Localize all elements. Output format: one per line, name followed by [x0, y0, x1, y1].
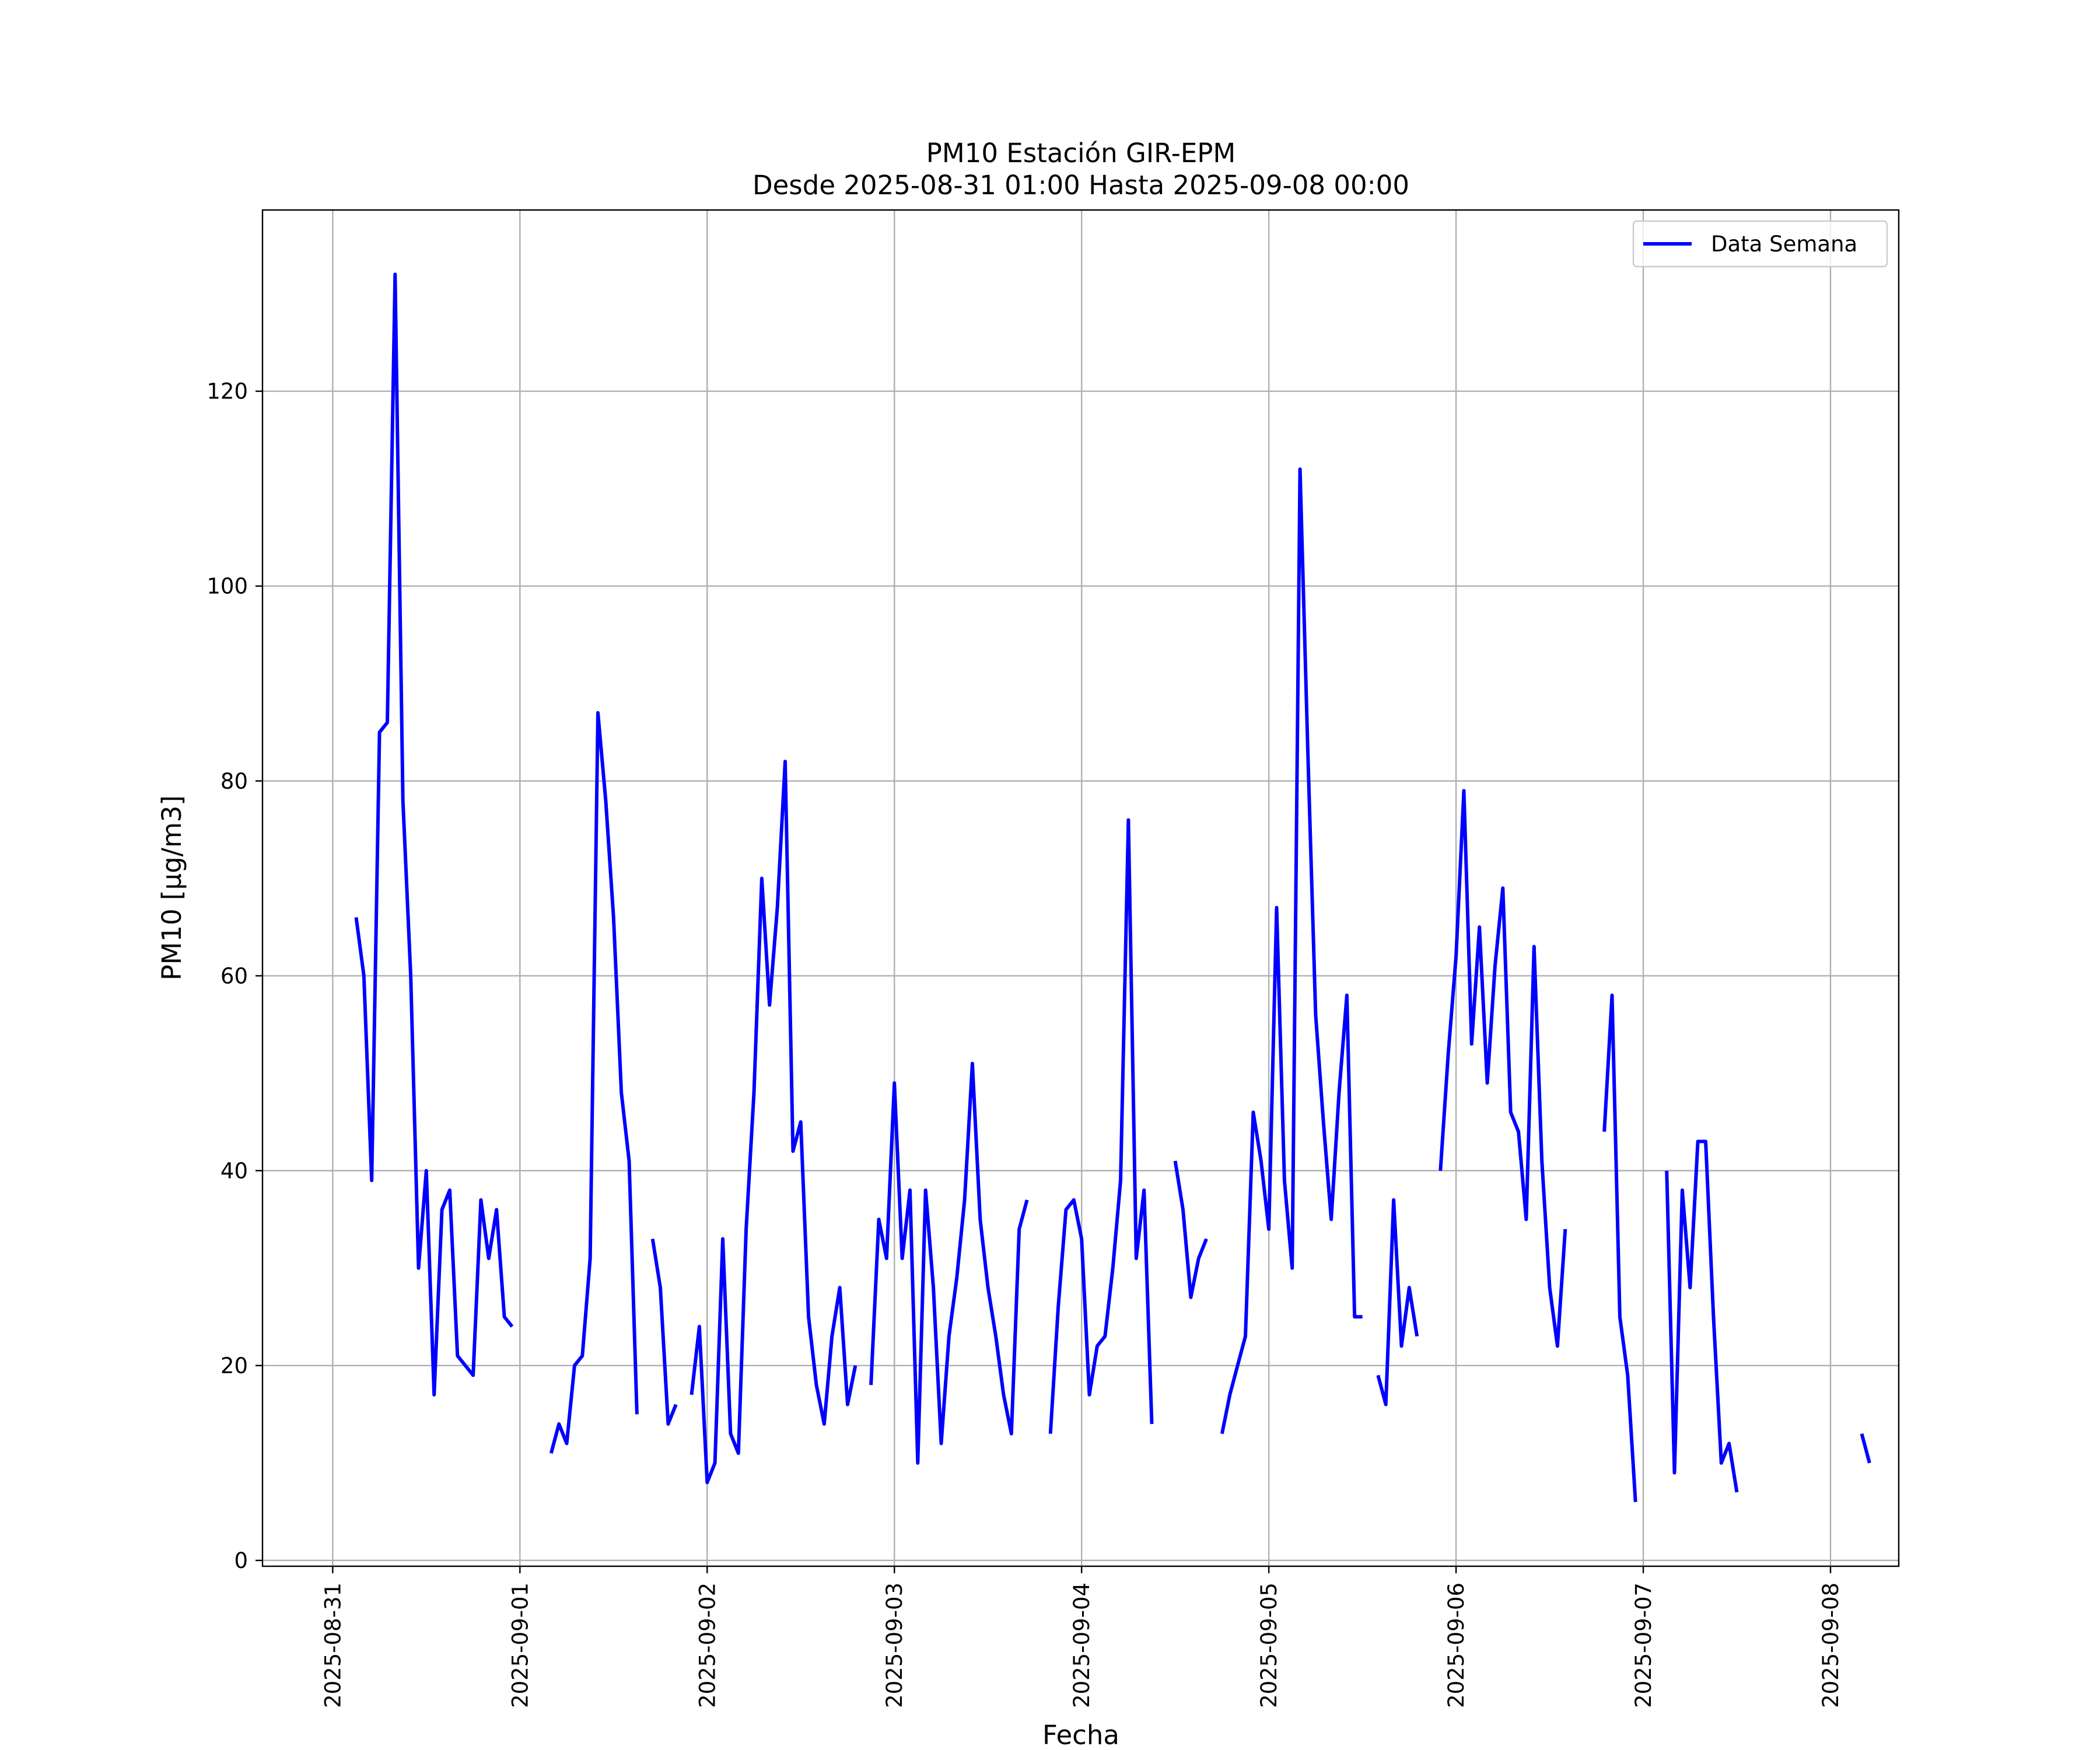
series-layer: [354, 272, 1871, 1502]
y-axis-label: PM10 [μg/m3]: [156, 795, 187, 980]
chart-title: PM10 Estación GIR-EPM: [926, 138, 1236, 169]
y-axis: 0 20 40 60 80 100 120: [206, 379, 262, 1573]
x-tick-label-4: 2025-09-04: [1069, 1583, 1094, 1708]
series-line-segment-0-5: [1048, 818, 1154, 1434]
series-line-segment-0-8: [1376, 1198, 1419, 1406]
series-line-segment-0-2: [650, 1238, 678, 1426]
y-tick-label-0: 0: [234, 1548, 248, 1573]
legend: Data Semana: [1632, 220, 1888, 268]
series-line-segment-0-10: [1602, 993, 1637, 1502]
legend-label-data-semana: Data Semana: [1711, 232, 1857, 257]
series-line-segment-0-0: [354, 272, 514, 1396]
series-line-segment-0-7: [1220, 467, 1363, 1434]
x-tick-label-5: 2025-09-05: [1256, 1583, 1282, 1708]
x-axis: 2025-08-31 2025-09-01 2025-09-02 2025-09-03…: [320, 1566, 1843, 1708]
series-line-segment-0-9: [1438, 789, 1567, 1348]
y-tick-label-3: 60: [220, 964, 248, 989]
chart-subtitle: Desde 2025-08-31 01:00 Hasta 2025-09-08 …: [752, 170, 1409, 201]
x-tick-label-1: 2025-09-01: [508, 1583, 533, 1708]
y-tick-label-4: 80: [220, 769, 248, 794]
series-line-segment-0-6: [1173, 1160, 1208, 1299]
x-axis-label: Fecha: [1042, 1720, 1119, 1750]
x-tick-label-2: 2025-09-02: [695, 1583, 720, 1708]
y-tick-label-6: 120: [206, 379, 248, 404]
series-line-segment-0-3: [690, 760, 858, 1485]
x-tick-label-8: 2025-09-08: [1818, 1583, 1843, 1708]
series-line-segment-0-4: [869, 1062, 1029, 1465]
series-line-segment-0-1: [549, 710, 639, 1454]
y-tick-label-5: 100: [206, 574, 248, 599]
plot-area-frame: [261, 209, 1900, 1567]
series-line-segment-0-12: [1860, 1433, 1871, 1464]
legend-box: [1632, 220, 1888, 268]
y-tick-label-1: 20: [220, 1353, 248, 1378]
x-tick-label-7: 2025-09-07: [1631, 1583, 1656, 1708]
x-tick-label-3: 2025-09-03: [882, 1583, 907, 1708]
series-line-segment-0-11: [1665, 1139, 1739, 1493]
y-tick-label-2: 40: [220, 1158, 248, 1184]
x-tick-label-0: 2025-08-31: [320, 1583, 345, 1708]
x-tick-label-6: 2025-09-06: [1444, 1583, 1469, 1708]
